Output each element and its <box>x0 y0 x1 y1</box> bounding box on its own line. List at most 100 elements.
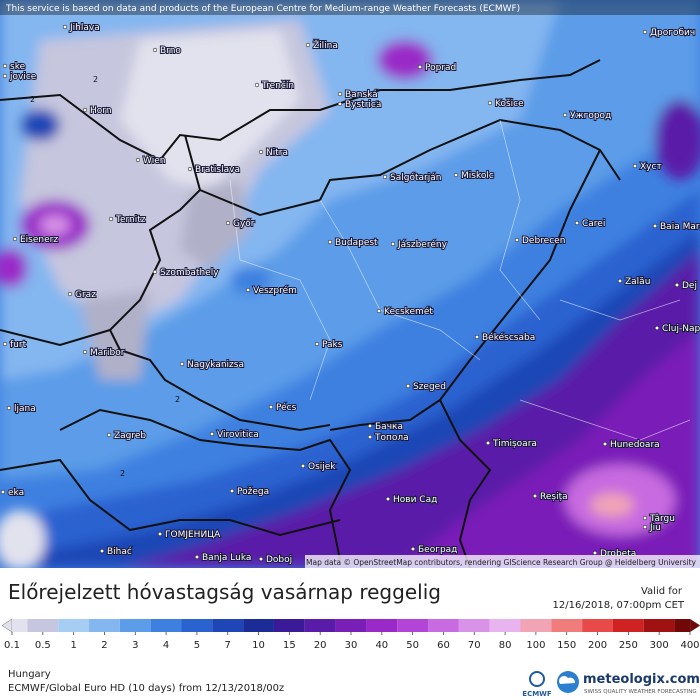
city-label: Jászberény <box>397 239 448 250</box>
legend-tick-label: 150 <box>557 640 576 651</box>
meteologix-logo[interactable]: meteologix.com SWISS QUALITY WEATHER FOR… <box>557 671 700 695</box>
city-label: Wien <box>143 156 165 166</box>
legend-arrow-left <box>1 618 13 633</box>
legend-cell <box>366 619 398 632</box>
city-dot <box>652 223 658 229</box>
city-dot <box>245 287 251 293</box>
city-dot <box>0 489 6 495</box>
city-label: Poprad <box>425 63 456 73</box>
city-labels: Jihlava Brno Žilina Poprad Trenčín BanskáByst… <box>0 22 700 566</box>
region: Hungary <box>8 669 51 680</box>
city-label: Szeged <box>413 382 446 392</box>
city-label: Ternitz <box>115 215 146 225</box>
city-label: Jihlava <box>69 23 100 33</box>
notice-bar <box>0 0 700 15</box>
city-label: eka <box>8 488 24 498</box>
city-dot <box>314 341 320 347</box>
city-dot <box>108 216 114 222</box>
city-label: furt <box>10 340 27 350</box>
contour-labels: 2 2 2 2 2 <box>30 75 380 478</box>
city-label: Graz <box>75 290 96 300</box>
city-label: Košice <box>495 98 524 109</box>
legend-tick-label: 10 <box>252 640 265 651</box>
brand-tagline: SWISS QUALITY WEATHER FORECASTING <box>584 689 697 695</box>
city-dot <box>487 100 493 106</box>
legend-tick-label: 100 <box>526 640 545 651</box>
legend-cell <box>273 619 305 632</box>
city-label: Bystrica <box>345 100 381 110</box>
legend-cell <box>89 619 120 632</box>
legend-cell <box>58 619 90 632</box>
city-label: Békéscsaba <box>482 332 535 343</box>
legend-cell <box>212 619 244 632</box>
city-dot <box>417 64 423 70</box>
legend-cell <box>243 619 274 632</box>
city-dot <box>305 42 311 48</box>
city-dot <box>106 432 112 438</box>
city-label: Reșița <box>540 492 568 502</box>
footer: Előrejelzett hóvastagság vasárnap reggel… <box>1 580 700 698</box>
legend-tick-label: 5 <box>194 640 200 651</box>
city-dot <box>152 269 158 275</box>
legend-tick-label: 300 <box>650 640 669 651</box>
city-dot <box>187 166 193 172</box>
city-label: Banská <box>345 90 378 100</box>
legend-arrow-right <box>689 618 700 633</box>
legend-cell <box>582 619 613 632</box>
city-dot <box>674 282 680 288</box>
legend-cell <box>119 619 151 632</box>
city-dot <box>300 463 306 469</box>
city-dot <box>337 101 343 107</box>
city-dot <box>390 241 396 247</box>
legend-cell <box>335 619 367 632</box>
city-label: Salgótarján <box>390 172 441 183</box>
brand[interactable]: meteologix.com <box>583 672 700 687</box>
city-label: Virovitica <box>217 430 259 440</box>
city-label: Zagreb <box>114 431 146 441</box>
city-label: Бачка <box>375 422 403 432</box>
city-dot <box>632 163 638 169</box>
city-dot <box>642 524 648 530</box>
city-dot <box>453 172 459 178</box>
legend-cell <box>612 619 644 632</box>
city-label: Maribor <box>90 348 125 358</box>
legend-tick-label: 0.1 <box>4 640 20 651</box>
city-dot <box>157 531 163 537</box>
city-dot <box>327 239 333 245</box>
city-label: Paks <box>322 340 343 350</box>
valid-label: Valid for <box>641 586 683 597</box>
legend-cell <box>674 619 690 632</box>
model: ECMWF/Global Euro HD (10 days) from 12/1… <box>8 683 284 694</box>
legend-tick-label: 80 <box>499 640 512 651</box>
city-label: Дрогобич <box>650 28 695 38</box>
city-label: Debrecen <box>522 236 565 246</box>
city-dot <box>337 91 343 97</box>
legend-cell <box>458 619 490 632</box>
legend-tick-label: 20 <box>314 640 327 651</box>
city-dot <box>2 341 8 347</box>
legend-tick-label: 3 <box>132 640 138 651</box>
city-dot <box>6 405 12 411</box>
city-label: Dej <box>682 281 697 291</box>
contour-label: 2 <box>93 75 98 84</box>
city-dot <box>2 63 8 69</box>
city-label: Osijek <box>308 462 336 472</box>
contour-label: 2 <box>30 95 35 104</box>
city-label: Miskolc <box>461 171 494 181</box>
city-dot <box>602 441 608 447</box>
ecmwf-text: ECMWF <box>522 690 552 698</box>
legend-cell <box>27 619 59 632</box>
borders <box>0 59 621 568</box>
city-label: Bratislava <box>195 165 240 175</box>
legend-tick-label: 0.5 <box>35 640 51 651</box>
city-dot <box>617 278 623 284</box>
city-label: ljana <box>14 404 36 414</box>
contour-label: 2 <box>120 469 125 478</box>
city-dot <box>574 220 580 226</box>
city-label: jovice <box>9 72 37 82</box>
city-label: ГОМЈЕНИЦА <box>165 530 221 540</box>
city-dot <box>2 73 8 79</box>
legend-cell <box>428 619 459 632</box>
city-label: Požega <box>237 487 269 497</box>
